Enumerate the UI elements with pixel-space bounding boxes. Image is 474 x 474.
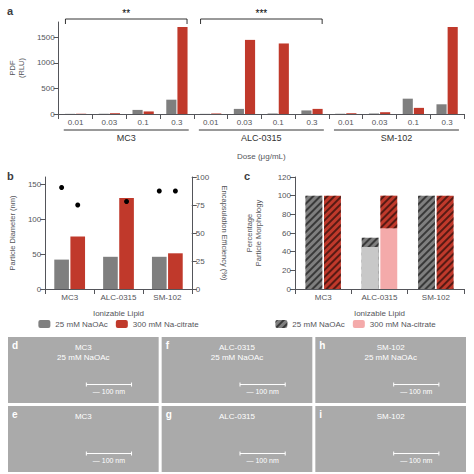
svg-text:i: i [319, 409, 322, 420]
svg-text:Particle Diameter (nm): Particle Diameter (nm) [8, 195, 17, 271]
svg-text:300 mM Na-citrate: 300 mM Na-citrate [370, 320, 436, 329]
svg-text:25 mM NaOAc: 25 mM NaOAc [211, 353, 263, 362]
svg-text:120: 120 [278, 173, 292, 182]
svg-text:0.3: 0.3 [171, 118, 183, 127]
svg-text:MC3: MC3 [117, 133, 136, 143]
svg-text:e: e [12, 409, 18, 420]
svg-text:100: 100 [278, 191, 292, 200]
svg-text:20: 20 [282, 266, 291, 275]
svg-text:f: f [166, 340, 170, 351]
svg-text:100: 100 [196, 173, 210, 182]
svg-text:d: d [12, 340, 18, 351]
svg-text:50: 50 [32, 250, 41, 259]
svg-text:ALC-0315: ALC-0315 [219, 412, 256, 421]
svg-text:150: 150 [28, 180, 42, 189]
svg-text:50: 50 [196, 229, 205, 238]
svg-text:— 100 nm: — 100 nm [400, 388, 432, 395]
svg-text:— 100 nm: — 100 nm [246, 457, 278, 464]
svg-text:0.03: 0.03 [102, 118, 118, 127]
svg-text:0.1: 0.1 [138, 118, 150, 127]
svg-text:60: 60 [282, 229, 291, 238]
svg-text:***: *** [256, 8, 268, 19]
svg-text:SM-102: SM-102 [153, 293, 182, 302]
svg-text:75: 75 [196, 201, 205, 210]
svg-text:0.03: 0.03 [237, 118, 253, 127]
svg-text:— 100 nm: — 100 nm [93, 457, 125, 464]
svg-text:SM-102: SM-102 [381, 133, 413, 143]
svg-text:Percentage: Percentage [245, 214, 254, 252]
svg-text:0: 0 [50, 110, 55, 119]
svg-text:0: 0 [287, 285, 292, 294]
svg-text:25 mM NaOAc: 25 mM NaOAc [57, 353, 109, 362]
svg-text:g: g [166, 409, 172, 420]
svg-text:— 100 nm: — 100 nm [400, 457, 432, 464]
svg-text:0.1: 0.1 [273, 118, 285, 127]
svg-text:MC3: MC3 [315, 293, 332, 302]
svg-text:80: 80 [282, 210, 291, 219]
svg-text:ALC-0315: ALC-0315 [219, 343, 256, 352]
svg-text:0.03: 0.03 [372, 118, 388, 127]
svg-text:0.01: 0.01 [203, 118, 219, 127]
svg-text:0.3: 0.3 [306, 118, 318, 127]
svg-text:a: a [7, 5, 14, 17]
svg-text:ALC-0315: ALC-0315 [361, 293, 398, 302]
svg-text:0.1: 0.1 [408, 118, 420, 127]
svg-text:Ionizable Lipid: Ionizable Lipid [354, 309, 405, 318]
svg-text:300 mM Na-citrate: 300 mM Na-citrate [133, 320, 199, 329]
svg-text:0: 0 [37, 285, 42, 294]
svg-text:SM-102: SM-102 [422, 293, 451, 302]
svg-text:c: c [244, 170, 250, 182]
svg-text:40: 40 [282, 247, 291, 256]
svg-text:500: 500 [41, 84, 55, 93]
svg-text:0: 0 [196, 285, 201, 294]
svg-text:**: ** [122, 8, 130, 19]
svg-text:0.01: 0.01 [338, 118, 354, 127]
svg-text:ALC-0315: ALC-0315 [241, 133, 282, 143]
svg-text:SM-102: SM-102 [377, 412, 406, 421]
svg-text:SM-102: SM-102 [377, 343, 406, 352]
svg-text:Particle Morphology: Particle Morphology [254, 200, 263, 267]
svg-text:1000: 1000 [37, 58, 55, 67]
svg-text:MC3: MC3 [75, 412, 92, 421]
svg-text:MC3: MC3 [61, 293, 78, 302]
svg-text:0.01: 0.01 [68, 118, 84, 127]
svg-text:Dose (μg/mL): Dose (μg/mL) [237, 152, 286, 161]
svg-text:0.3: 0.3 [442, 118, 454, 127]
svg-text:100: 100 [28, 215, 42, 224]
svg-text:1500: 1500 [37, 33, 55, 42]
svg-text:Encapsulation Efficiency (%): Encapsulation Efficiency (%) [220, 186, 229, 281]
svg-text:PDF: PDF [8, 60, 17, 75]
svg-text:25 mM NaOAc: 25 mM NaOAc [292, 320, 344, 329]
svg-text:ALC-0315: ALC-0315 [100, 293, 137, 302]
svg-text:25 mM NaOAc: 25 mM NaOAc [55, 320, 107, 329]
svg-text:Ionizable Lipid: Ionizable Lipid [93, 309, 144, 318]
svg-text:MC3: MC3 [75, 343, 92, 352]
svg-text:— 100 nm: — 100 nm [246, 388, 278, 395]
svg-text:— 100 nm: — 100 nm [93, 388, 125, 395]
svg-text:25 mM NaOAc: 25 mM NaOAc [364, 353, 416, 362]
svg-text:25: 25 [196, 257, 205, 266]
svg-text:(RLU): (RLU) [17, 57, 26, 78]
svg-text:h: h [319, 340, 325, 351]
svg-text:b: b [7, 170, 14, 182]
